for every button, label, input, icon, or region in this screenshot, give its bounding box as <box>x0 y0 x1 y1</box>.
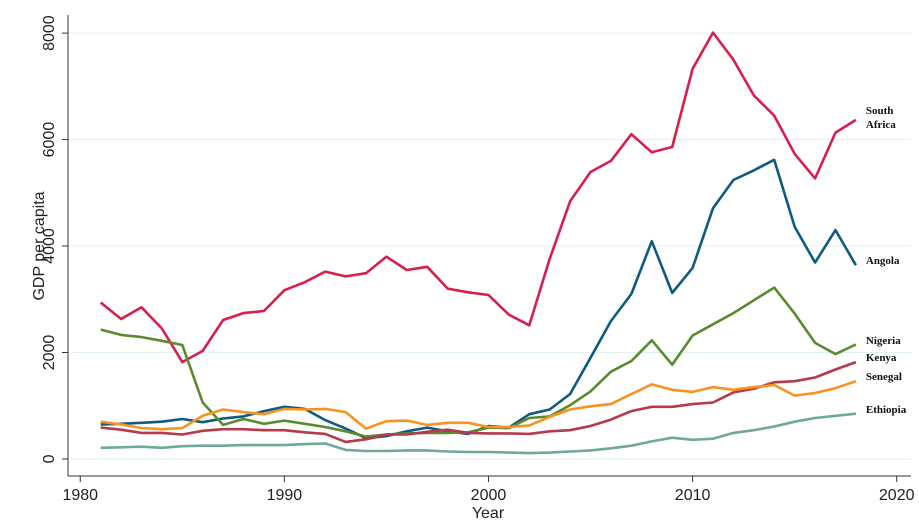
series-label: Kenya <box>865 352 897 365</box>
y-tick-label: 6000 <box>41 122 58 158</box>
y-axis-title: GDP per capita <box>31 191 48 300</box>
x-tick-label: 2010 <box>675 487 711 504</box>
y-tick-label: 2000 <box>41 335 58 371</box>
series-label: Angola <box>865 255 900 268</box>
series-line <box>99 31 857 364</box>
x-axis-title: Year <box>472 505 505 522</box>
x-tick-label: 2020 <box>879 487 915 504</box>
y-tick-label: 4000 <box>41 228 58 264</box>
series-line <box>100 360 857 444</box>
x-tick-label: 1980 <box>62 487 98 504</box>
series-label: Ethiopia <box>865 403 907 416</box>
series-line <box>100 286 857 438</box>
x-tick-label: 2000 <box>471 487 507 504</box>
x-tick-label: 1990 <box>267 487 303 504</box>
series-line <box>100 379 857 431</box>
series-label: Nigeria <box>865 334 901 347</box>
series-line <box>100 158 858 440</box>
series-label: South Africa <box>865 104 896 131</box>
y-tick-label: 8000 <box>41 15 58 51</box>
series-line <box>100 412 857 455</box>
series-label: Senegal <box>865 371 902 384</box>
y-tick-label: 0 <box>41 454 58 463</box>
